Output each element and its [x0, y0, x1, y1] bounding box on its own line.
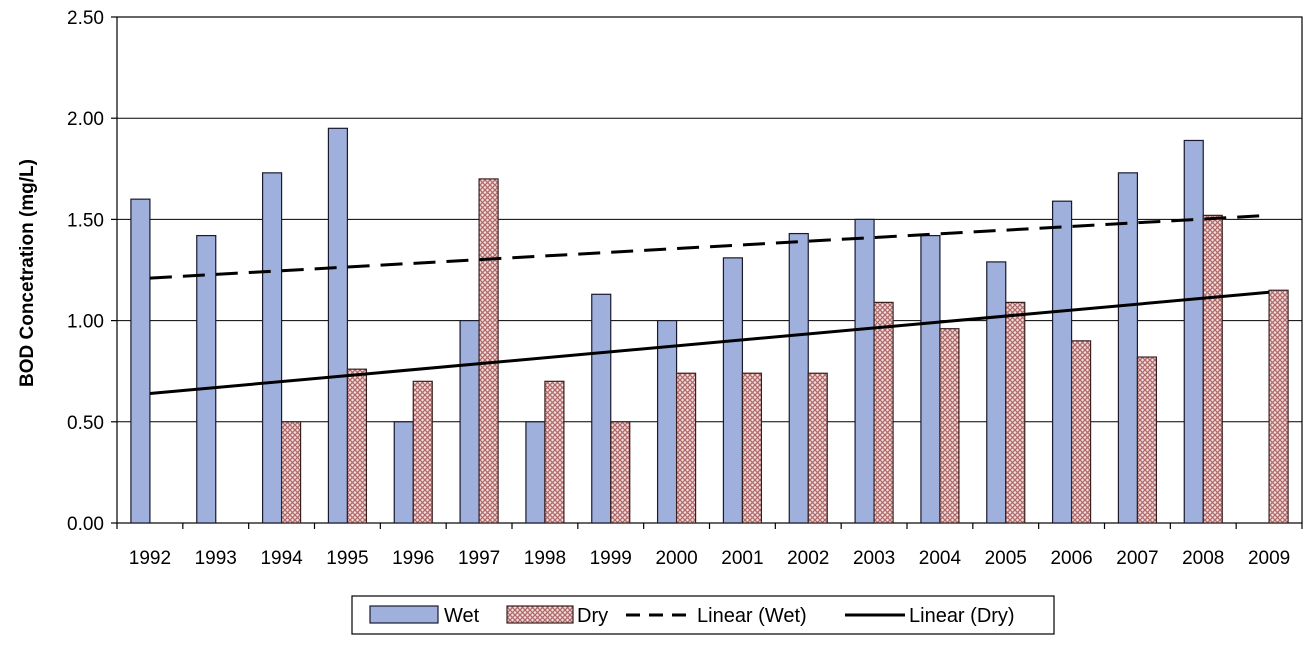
- x-tick-label: 2002: [787, 548, 829, 569]
- y-tick-label: 1.00: [67, 312, 104, 333]
- bar-wet-2005: [986, 261, 1007, 524]
- bar-wet-2000: [656, 320, 678, 524]
- legend-swatch-wet: [369, 605, 439, 624]
- bar-wet-1993: [196, 234, 217, 524]
- x-tick-label: 1996: [392, 548, 434, 569]
- bar-wet-2002: [788, 232, 809, 524]
- bar-dry-2005: [1005, 301, 1026, 524]
- bar-dry-1995: [346, 368, 368, 524]
- bar-wet-1992: [130, 198, 151, 524]
- trendline-linear-wet: [149, 213, 1270, 280]
- legend: Wet Dry Linear (Wet) Linear (Dry): [351, 595, 1055, 635]
- bar-dry-2009: [1268, 289, 1289, 524]
- legend-swatch-dry: [506, 605, 574, 624]
- x-tick-label: 1995: [326, 548, 368, 569]
- y-tick-label: 0.00: [67, 514, 104, 535]
- legend-label-linear-dry: Linear (Dry): [909, 605, 1015, 627]
- legend-label-linear-wet: Linear (Wet): [697, 605, 807, 627]
- y-tick-label: 2.50: [67, 8, 104, 29]
- bar-wet-1997: [459, 320, 480, 524]
- bar-dry-2008: [1202, 214, 1223, 524]
- bar-wet-2007: [1117, 172, 1139, 524]
- x-tick-label: 1998: [524, 548, 566, 569]
- legend-label-dry: Dry: [577, 605, 608, 627]
- bar-dry-2002: [807, 372, 828, 524]
- x-tick-label: 2009: [1248, 548, 1290, 569]
- bar-dry-1994: [280, 421, 302, 524]
- y-tick-label: 0.50: [67, 413, 104, 434]
- x-tick-label: 1993: [195, 548, 237, 569]
- bar-wet-1999: [591, 293, 612, 524]
- bar-wet-1998: [525, 421, 546, 524]
- bar-wet-2004: [920, 234, 941, 524]
- bar-wet-1995: [327, 127, 349, 524]
- bar-dry-2003: [873, 301, 894, 524]
- y-axis-title: BOD Concetration (mg/L): [17, 159, 38, 387]
- y-tick-label: 1.50: [67, 210, 104, 231]
- x-tick-label: 2001: [721, 548, 763, 569]
- bar-dry-2001: [741, 372, 763, 524]
- x-tick-label: 1997: [458, 548, 500, 569]
- bar-dry-1997: [478, 178, 499, 524]
- x-tick-label: 2007: [1116, 548, 1158, 569]
- y-tick-label: 2.00: [67, 109, 104, 130]
- legend-border: [351, 595, 1055, 635]
- bar-wet-2006: [1051, 200, 1073, 524]
- bar-dry-1999: [610, 421, 631, 524]
- bar-wet-2003: [854, 218, 875, 524]
- x-tick-label: 2004: [919, 548, 962, 569]
- bar-wet-2008: [1183, 139, 1204, 524]
- bar-dry-2004: [939, 328, 960, 524]
- x-tick-label: 2000: [655, 548, 697, 569]
- x-tick-label: 2006: [1050, 548, 1092, 569]
- x-tick-label: 2008: [1182, 548, 1224, 569]
- trendline-linear-dry: [149, 290, 1270, 395]
- bar-wet-1994: [261, 172, 283, 524]
- x-tick-label: 2005: [985, 548, 1027, 569]
- x-tick-label: 2003: [853, 548, 895, 569]
- x-tick-label: 1994: [260, 548, 303, 569]
- bar-wet-2001: [722, 257, 744, 524]
- bar-dry-2000: [675, 372, 697, 524]
- legend-label-wet: Wet: [444, 605, 480, 627]
- x-tick-label: 1992: [129, 548, 171, 569]
- bar-dry-1996: [412, 380, 433, 524]
- bar-dry-2006: [1070, 340, 1092, 524]
- bar-dry-1998: [544, 380, 565, 524]
- bar-dry-2007: [1136, 356, 1158, 524]
- x-tick-label: 1999: [590, 548, 632, 569]
- bar-wet-1996: [393, 421, 414, 524]
